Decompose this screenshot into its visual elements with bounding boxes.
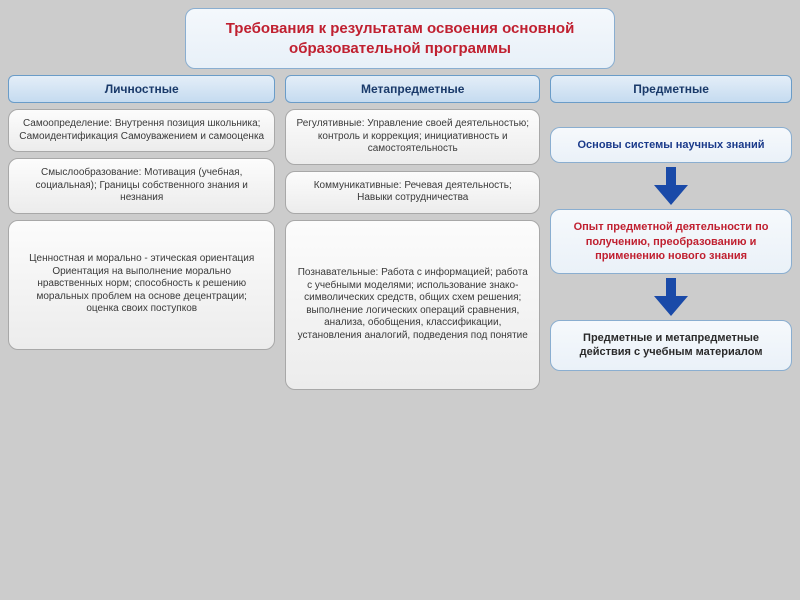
column-middle: Метапредметные Регулятивные: Управление … [285,75,540,592]
left-box-3: Ценностная и морально - этическая ориент… [8,220,275,350]
arrow-1 [550,167,792,205]
header-personal: Личностные [8,75,275,103]
main-title: Требования к результатам освоения основн… [185,8,615,69]
arrow-down-icon [654,167,688,205]
columns-wrap: Личностные Самоопределение: Внутрення по… [8,75,792,592]
left-box-1: Самоопределение: Внутрення позиция школь… [8,109,275,152]
mid-box-1: Регулятивные: Управление своей деятельно… [285,109,540,165]
header-subject: Предметные [550,75,792,103]
arrow-2 [550,278,792,316]
arrow-down-icon [654,278,688,316]
right-box-3: Предметные и метапредметные действия с у… [550,320,792,371]
column-left: Личностные Самоопределение: Внутрення по… [8,75,275,592]
diagram-root: Требования к результатам освоения основн… [8,8,792,592]
header-meta: Метапредметные [285,75,540,103]
right-box-1: Основы системы научных знаний [550,127,792,163]
right-box-2: Опыт предметной деятельности по получени… [550,209,792,274]
mid-box-2: Коммуникативные: Речевая деятельность; Н… [285,171,540,214]
left-box-2: Смыслообразование: Мотивация (учебная, с… [8,158,275,214]
column-right: Предметные Основы системы научных знаний… [550,75,792,592]
mid-box-3: Познавательные: Работа с информацией; ра… [285,220,540,390]
